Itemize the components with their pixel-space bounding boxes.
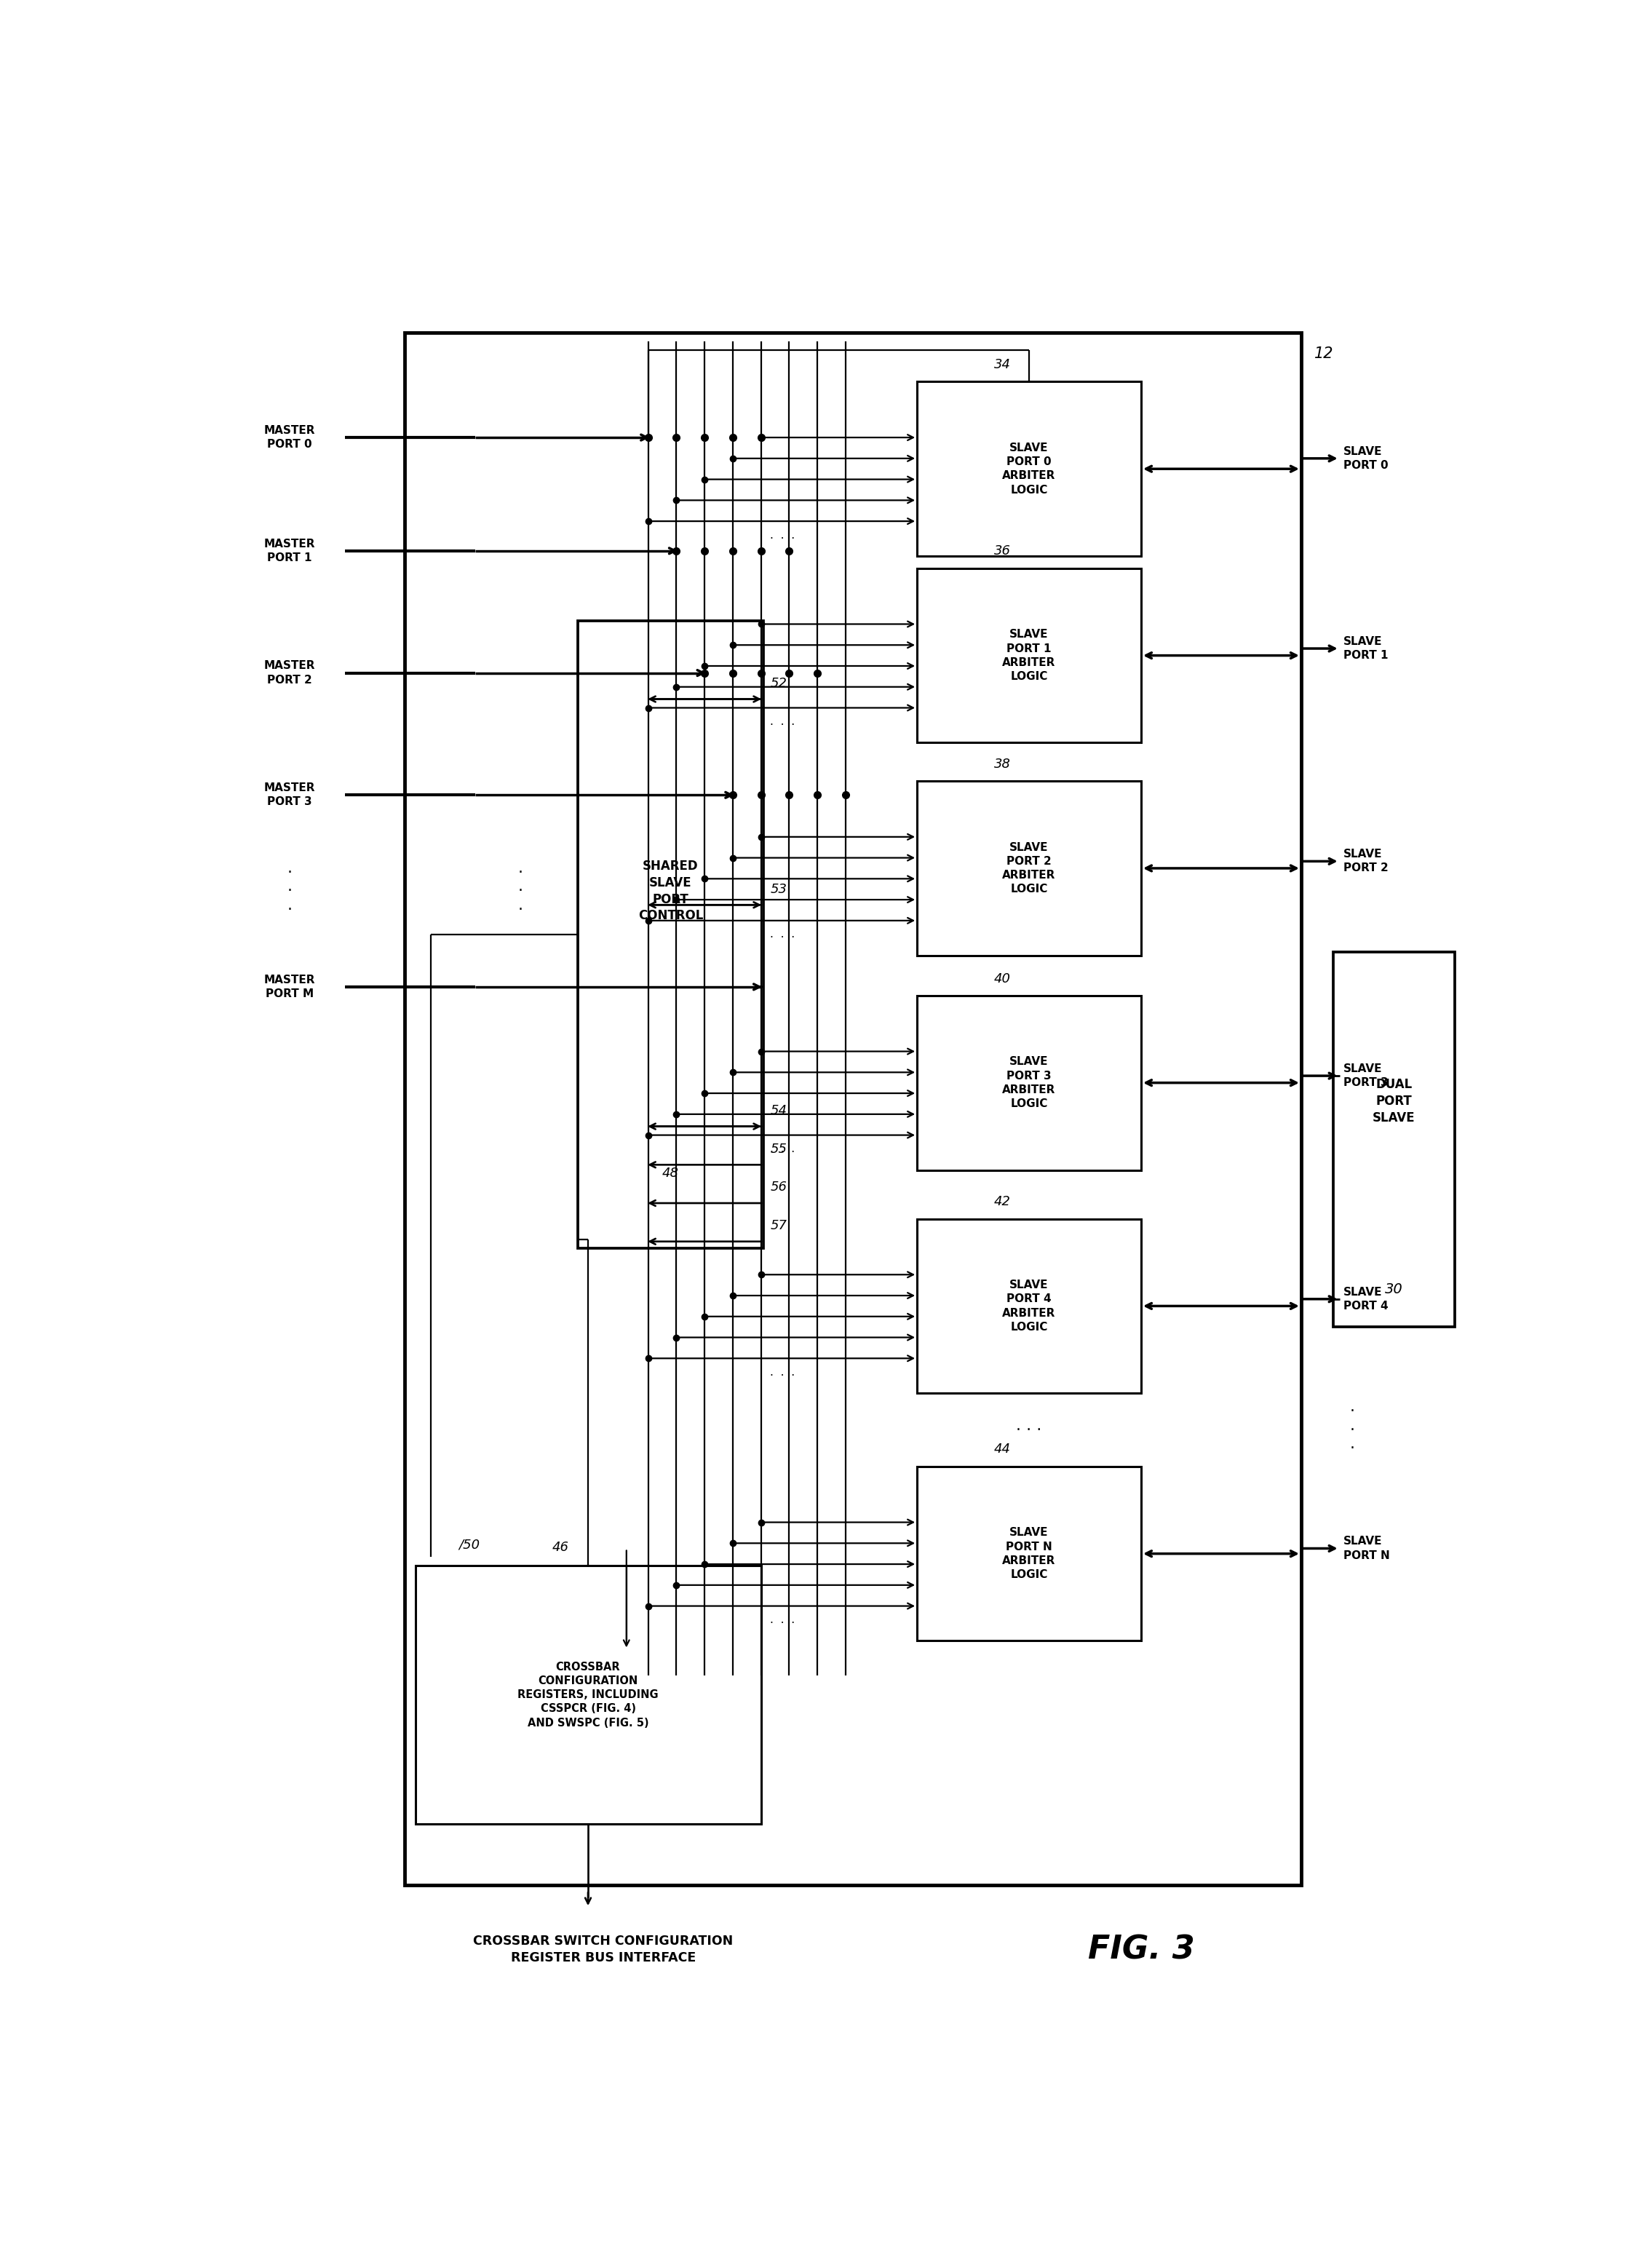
Text: 40: 40 (995, 972, 1011, 985)
Text: 36: 36 (995, 544, 1011, 557)
Text: 54: 54 (770, 1103, 786, 1117)
Text: 30: 30 (1384, 1282, 1403, 1296)
Text: 55: 55 (770, 1142, 786, 1155)
Text: MASTER
PORT 1: MASTER PORT 1 (264, 539, 316, 564)
Text: 42: 42 (995, 1196, 1011, 1207)
Text: ·
·
·: · · · (287, 865, 292, 917)
Bar (917, 997, 1142, 1171)
Text: DUAL
PORT
SLAVE: DUAL PORT SLAVE (1373, 1078, 1416, 1123)
Text: 48: 48 (662, 1166, 679, 1180)
Text: ·  ·  ·: · · · (770, 933, 795, 945)
Text: SLAVE
PORT 1
ARBITER
LOGIC: SLAVE PORT 1 ARBITER LOGIC (1003, 630, 1056, 682)
Text: ·
·
·: · · · (1350, 1404, 1355, 1456)
Text: 46: 46 (552, 1540, 568, 1554)
Text: ·
·
·: · · · (517, 865, 522, 917)
Text: 56: 56 (770, 1180, 786, 1194)
Text: SLAVE
PORT 0: SLAVE PORT 0 (1343, 446, 1388, 471)
Text: MASTER
PORT 3: MASTER PORT 3 (264, 784, 316, 806)
Text: ·  ·  ·: · · · (770, 532, 795, 544)
Text: · · ·: · · · (1016, 1422, 1042, 1436)
Text: ·  ·  ·: · · · (770, 1617, 795, 1629)
Text: ·  ·  ·: · · · (770, 1370, 795, 1382)
Text: SLAVE
PORT 2: SLAVE PORT 2 (1343, 849, 1388, 874)
Text: MASTER
PORT M: MASTER PORT M (264, 974, 316, 999)
Text: ·  ·  ·: · · · (770, 1146, 795, 1157)
Bar (917, 569, 1142, 743)
Text: 38: 38 (995, 757, 1011, 770)
Text: CROSSBAR SWITCH CONFIGURATION
REGISTER BUS INTERFACE: CROSSBAR SWITCH CONFIGURATION REGISTER B… (474, 1934, 733, 1964)
Text: SLAVE
PORT 4: SLAVE PORT 4 (1343, 1287, 1388, 1311)
Text: 52: 52 (770, 677, 786, 691)
Text: SLAVE
PORT 2
ARBITER
LOGIC: SLAVE PORT 2 ARBITER LOGIC (1003, 843, 1056, 895)
Text: 34: 34 (995, 358, 1011, 371)
Text: SLAVE
PORT 0
ARBITER
LOGIC: SLAVE PORT 0 ARBITER LOGIC (1003, 442, 1056, 496)
Bar (405, 333, 1302, 1884)
Bar (917, 1219, 1142, 1393)
Text: SLAVE
PORT N
ARBITER
LOGIC: SLAVE PORT N ARBITER LOGIC (1003, 1527, 1056, 1581)
Text: 12: 12 (1313, 347, 1333, 362)
Bar (578, 621, 763, 1248)
Text: SLAVE
PORT 1: SLAVE PORT 1 (1343, 636, 1388, 661)
Text: SHARED
SLAVE
PORT
CONTROL: SHARED SLAVE PORT CONTROL (638, 858, 704, 922)
Text: SLAVE
PORT 4
ARBITER
LOGIC: SLAVE PORT 4 ARBITER LOGIC (1003, 1280, 1056, 1332)
Text: 57: 57 (770, 1219, 786, 1232)
Bar (917, 1465, 1142, 1640)
Text: 44: 44 (995, 1443, 1011, 1456)
Text: ·  ·  ·: · · · (770, 720, 795, 732)
Bar (1333, 951, 1455, 1327)
Text: MASTER
PORT 0: MASTER PORT 0 (264, 426, 316, 451)
Text: SLAVE
PORT 3
ARBITER
LOGIC: SLAVE PORT 3 ARBITER LOGIC (1003, 1055, 1056, 1110)
Text: CROSSBAR
CONFIGURATION
REGISTERS, INCLUDING
CSSPCR (FIG. 4)
AND SWSPC (FIG. 5): CROSSBAR CONFIGURATION REGISTERS, INCLUD… (517, 1663, 659, 1728)
Bar (917, 781, 1142, 956)
Text: /50: /50 (459, 1538, 481, 1552)
Text: 53: 53 (770, 883, 786, 895)
Text: MASTER
PORT 2: MASTER PORT 2 (264, 661, 316, 686)
Text: SLAVE
PORT 3: SLAVE PORT 3 (1343, 1062, 1388, 1087)
Bar (917, 383, 1142, 557)
Bar (415, 1565, 762, 1823)
Text: SLAVE
PORT N: SLAVE PORT N (1343, 1536, 1389, 1561)
Text: FIG. 3: FIG. 3 (1087, 1934, 1194, 1966)
